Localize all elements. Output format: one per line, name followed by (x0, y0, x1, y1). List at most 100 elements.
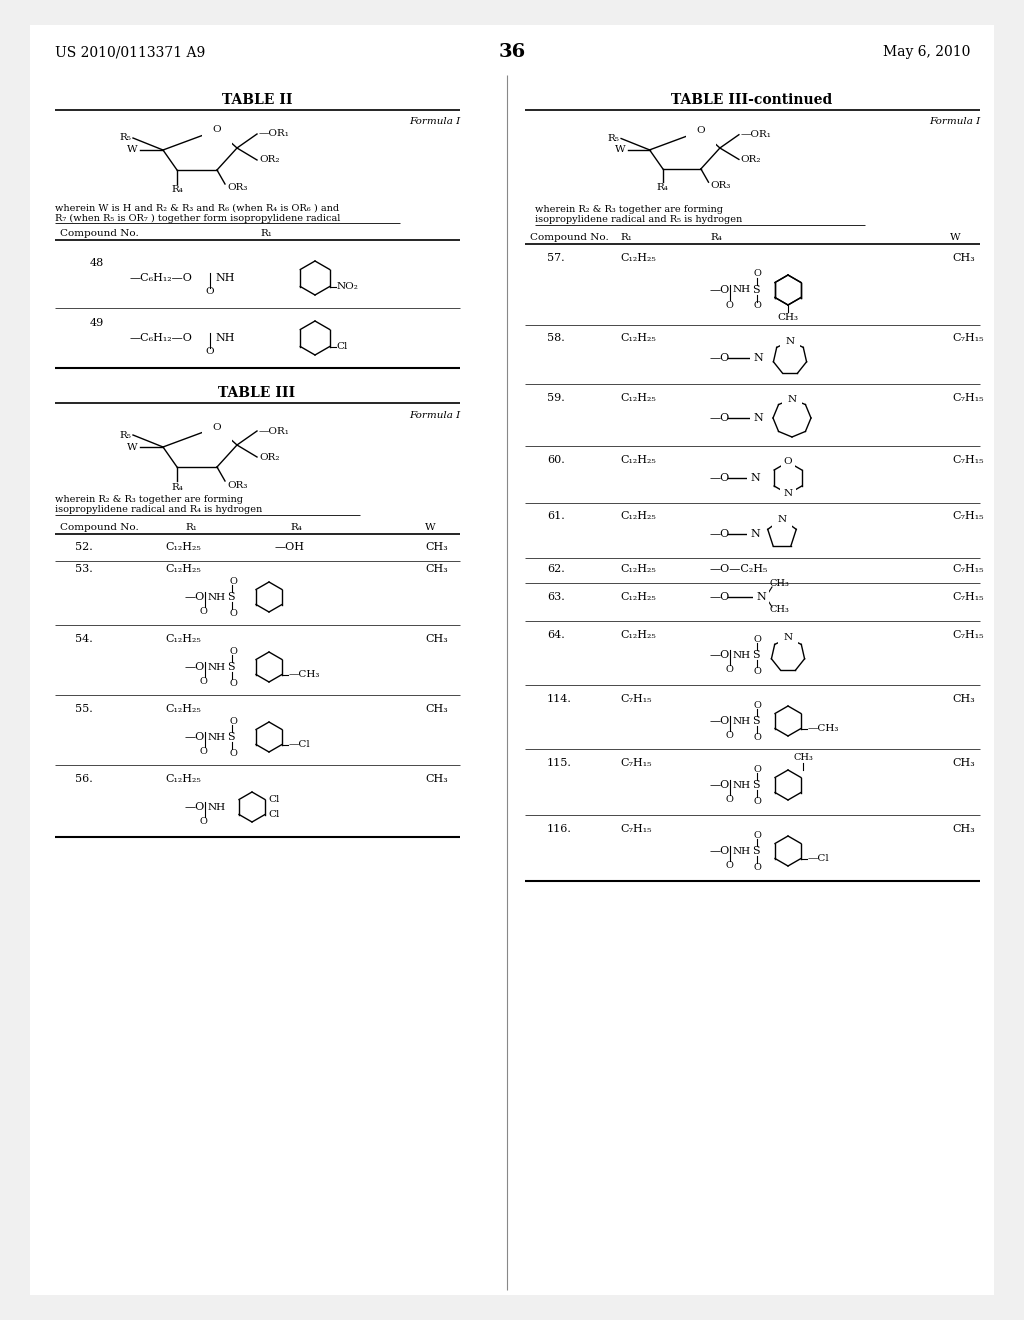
Text: O: O (725, 796, 733, 804)
Text: O: O (754, 301, 762, 310)
Text: —C₆H₁₂—O: —C₆H₁₂—O (130, 333, 193, 343)
Text: N: N (783, 634, 793, 643)
Text: O: O (229, 678, 237, 688)
Text: O: O (754, 635, 762, 644)
Text: 52.: 52. (75, 543, 93, 552)
Text: CH₃: CH₃ (770, 606, 790, 615)
Text: CH₃: CH₃ (952, 253, 975, 263)
Text: C₁₂H₂₅: C₁₂H₂₅ (620, 564, 655, 574)
Text: isopropylidene radical and R₅ is hydrogen: isopropylidene radical and R₅ is hydroge… (535, 215, 742, 224)
Text: S: S (752, 649, 760, 660)
Text: C₇H₁₅: C₇H₁₅ (952, 591, 983, 602)
Text: —O—C₂H₅: —O—C₂H₅ (710, 564, 768, 574)
Text: OR₂: OR₂ (259, 156, 280, 165)
Text: 116.: 116. (547, 824, 571, 834)
Text: S: S (752, 846, 760, 855)
Text: O: O (754, 667, 762, 676)
Text: N: N (750, 473, 760, 483)
Text: Cl: Cl (337, 342, 348, 351)
Text: S: S (752, 285, 760, 294)
Text: 60.: 60. (547, 455, 565, 465)
Text: CH₃: CH₃ (770, 579, 790, 589)
Text: O: O (200, 817, 208, 826)
Text: O: O (725, 301, 733, 309)
Text: N: N (753, 413, 763, 422)
Text: wherein W is H and R₂ & R₃ and R₆ (when R₄ is OR₆ ) and: wherein W is H and R₂ & R₃ and R₆ (when … (55, 203, 339, 213)
Text: N: N (787, 395, 797, 404)
Text: S: S (227, 733, 234, 742)
Text: —O: —O (710, 529, 730, 539)
Text: O: O (200, 747, 208, 756)
Text: NH: NH (733, 780, 752, 789)
Text: TABLE III: TABLE III (218, 385, 296, 400)
Text: —O: —O (185, 803, 205, 812)
Text: R₁: R₁ (620, 232, 632, 242)
Text: Compound No.: Compound No. (60, 230, 138, 239)
Text: C₁₂H₂₅: C₁₂H₂₅ (165, 634, 201, 644)
Text: CH₃: CH₃ (425, 774, 447, 784)
Text: S: S (227, 591, 234, 602)
Text: S: S (752, 715, 760, 726)
Text: 36: 36 (499, 44, 525, 61)
Text: O: O (200, 607, 208, 616)
Text: OR₂: OR₂ (740, 154, 761, 164)
Text: C₇H₁₅: C₇H₁₅ (620, 694, 651, 704)
Text: C₁₂H₂₅: C₁₂H₂₅ (620, 591, 655, 602)
Text: W: W (615, 145, 626, 154)
Text: O: O (213, 422, 221, 432)
Text: Cl: Cl (268, 795, 280, 804)
Text: 55.: 55. (75, 704, 93, 714)
Text: N: N (783, 490, 793, 499)
Text: C₇H₁₅: C₇H₁₅ (952, 564, 983, 574)
Text: C₁₂H₂₅: C₁₂H₂₅ (165, 704, 201, 714)
Text: —OH: —OH (275, 543, 305, 552)
Text: C₁₂H₂₅: C₁₂H₂₅ (620, 455, 655, 465)
Text: C₇H₁₅: C₇H₁₅ (952, 511, 983, 521)
Text: —O: —O (710, 413, 730, 422)
Text: 62.: 62. (547, 564, 565, 574)
Text: CH₃: CH₃ (425, 543, 447, 552)
Text: 115.: 115. (547, 758, 571, 768)
Text: CH₃: CH₃ (777, 313, 799, 322)
Text: May 6, 2010: May 6, 2010 (883, 45, 970, 59)
Text: O: O (754, 701, 762, 710)
Text: NH: NH (733, 285, 752, 294)
Text: N: N (750, 529, 760, 539)
Text: 59.: 59. (547, 393, 565, 403)
Text: O: O (754, 733, 762, 742)
Text: O: O (725, 731, 733, 741)
Text: C₁₂H₂₅: C₁₂H₂₅ (620, 253, 655, 263)
Text: OR₃: OR₃ (227, 480, 248, 490)
Text: C₁₂H₂₅: C₁₂H₂₅ (165, 564, 201, 574)
Text: C₁₂H₂₅: C₁₂H₂₅ (620, 333, 655, 343)
Text: C₇H₁₅: C₇H₁₅ (952, 630, 983, 640)
Text: OR₃: OR₃ (711, 181, 731, 190)
Text: —O: —O (185, 733, 205, 742)
Text: —OR₁: —OR₁ (259, 426, 290, 436)
Text: R₇ (when R₅ is OR₇ ) together form isopropylidene radical: R₇ (when R₅ is OR₇ ) together form isopr… (55, 214, 340, 223)
Text: 64.: 64. (547, 630, 565, 640)
Text: wherein R₂ & R₃ together are forming: wherein R₂ & R₃ together are forming (535, 206, 723, 214)
Text: R₁: R₁ (185, 523, 197, 532)
Text: C₇H₁₅: C₇H₁₅ (620, 758, 651, 768)
Text: R₄: R₄ (710, 232, 722, 242)
Text: O: O (754, 830, 762, 840)
Text: NO₂: NO₂ (337, 282, 358, 290)
Text: O: O (725, 665, 733, 675)
Text: OR₂: OR₂ (259, 453, 280, 462)
Text: —O: —O (710, 715, 730, 726)
Text: C₁₂H₂₅: C₁₂H₂₅ (620, 511, 655, 521)
Text: N: N (753, 352, 763, 363)
Text: W: W (950, 232, 961, 242)
Text: O: O (200, 677, 208, 686)
Text: R₄: R₄ (657, 183, 669, 193)
Text: 53.: 53. (75, 564, 93, 574)
Text: TABLE III-continued: TABLE III-continued (672, 92, 833, 107)
Text: O: O (754, 764, 762, 774)
Text: NH: NH (208, 803, 226, 812)
Text: S: S (227, 663, 234, 672)
Text: —Cl: —Cl (808, 854, 829, 863)
Text: —OR₁: —OR₁ (259, 129, 290, 139)
Text: R₅: R₅ (119, 133, 131, 143)
Text: C₇H₁₅: C₇H₁₅ (952, 333, 983, 343)
